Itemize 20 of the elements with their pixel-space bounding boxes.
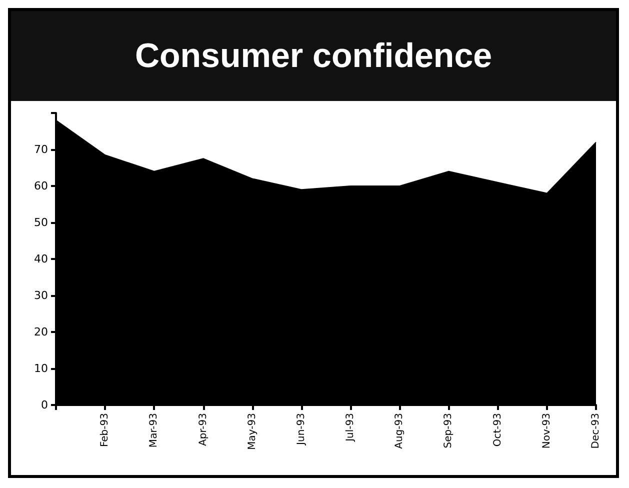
x-tick-label: Aug-93 bbox=[394, 413, 406, 449]
y-tick-label: 70 bbox=[34, 143, 48, 156]
y-tick-label: 0 bbox=[41, 398, 48, 412]
x-tick-label: Mar-93 bbox=[148, 413, 160, 448]
x-tick-label: Apr-93 bbox=[198, 413, 209, 446]
x-tick-label: Jul-93 bbox=[345, 413, 356, 442]
x-tick-label: Sep-93 bbox=[443, 413, 454, 448]
y-tick-label: 20 bbox=[34, 326, 48, 338]
x-tick-label: May-93 bbox=[246, 413, 258, 450]
chart-title: Consumer confidence bbox=[11, 11, 616, 101]
y-tick-label: 30 bbox=[34, 289, 48, 302]
y-tick-label: 50 bbox=[34, 216, 48, 229]
x-tick-label: Jun-93 bbox=[296, 413, 307, 446]
x-tick-label: Oct-93 bbox=[492, 413, 504, 447]
x-tick-label: Dec-93 bbox=[590, 413, 602, 449]
y-tick-label: 40 bbox=[34, 252, 48, 266]
y-tick-label: 60 bbox=[34, 180, 48, 192]
x-tick-label: Nov-93 bbox=[541, 413, 552, 449]
x-tick-label: Feb-93 bbox=[100, 413, 111, 448]
y-tick-label: 10 bbox=[34, 362, 48, 375]
